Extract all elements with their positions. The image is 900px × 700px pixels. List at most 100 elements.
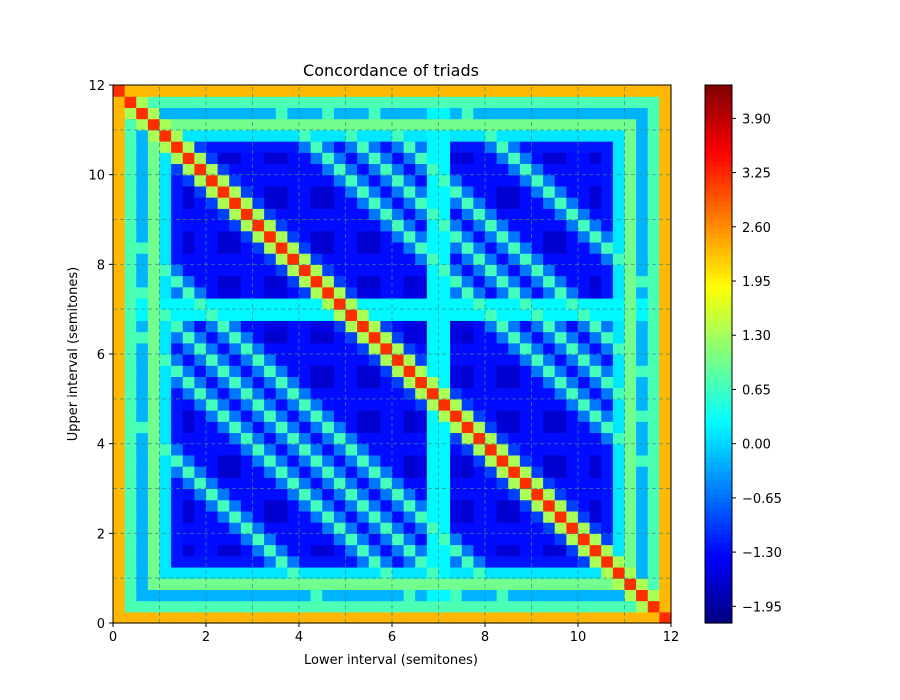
heatmap-cell	[217, 253, 230, 265]
heatmap-cell	[171, 331, 184, 344]
y-tick-label: 12	[88, 79, 105, 94]
heatmap-cell	[380, 320, 393, 333]
heatmap-cell	[206, 309, 219, 321]
heatmap-cell	[275, 443, 288, 456]
heatmap-cell	[159, 477, 172, 490]
heatmap-cell	[392, 421, 405, 434]
colorbar-segment	[705, 170, 732, 176]
heatmap-cell	[647, 96, 660, 109]
heatmap-cell	[392, 578, 405, 590]
heatmap-cell	[182, 118, 195, 131]
heatmap-cell	[380, 286, 393, 299]
heatmap-cell	[647, 275, 660, 288]
heatmap-cell	[194, 510, 207, 523]
heatmap-cell	[543, 297, 556, 310]
heatmap-cell	[601, 253, 614, 265]
heatmap-cell	[450, 578, 463, 590]
colorbar-segment	[705, 309, 732, 315]
heatmap-cell	[113, 286, 126, 299]
heatmap-cell	[589, 387, 602, 400]
heatmap-cell	[403, 297, 416, 310]
heatmap-cell	[206, 275, 219, 288]
heatmap-cell	[287, 488, 300, 501]
heatmap-cell	[333, 309, 347, 321]
heatmap-cell	[240, 365, 254, 378]
colorbar-segment	[705, 582, 732, 588]
heatmap-cell	[124, 241, 137, 254]
heatmap-cell	[147, 410, 161, 422]
heatmap-cell	[368, 477, 381, 490]
heatmap-cell	[496, 466, 509, 478]
heatmap-cell	[113, 275, 126, 288]
heatmap-cell	[287, 275, 300, 288]
heatmap-cell	[194, 107, 207, 120]
heatmap-cell	[322, 589, 335, 602]
heatmap-cell	[310, 533, 323, 546]
heatmap-cell	[299, 141, 312, 153]
heatmap-cell	[450, 499, 463, 512]
heatmap-cell	[333, 297, 347, 310]
heatmap-cell	[368, 163, 381, 176]
heatmap-cell	[647, 533, 660, 546]
heatmap-cell	[217, 208, 230, 221]
heatmap-cell	[206, 129, 219, 142]
heatmap-cell	[345, 432, 358, 445]
heatmap-cell	[461, 421, 474, 434]
heatmap-cell	[426, 174, 440, 187]
heatmap-cell	[147, 129, 161, 142]
heatmap-cell	[461, 342, 474, 355]
heatmap-cell	[624, 163, 637, 176]
heatmap-cell	[636, 522, 649, 534]
heatmap-cell	[229, 219, 242, 232]
heatmap-cell	[287, 376, 300, 389]
heatmap-cell	[589, 443, 602, 456]
colorbar-segment	[705, 286, 732, 292]
heatmap-cell	[368, 230, 381, 243]
heatmap-cell	[554, 566, 567, 579]
heatmap-cell	[601, 578, 614, 590]
heatmap-cell	[554, 286, 567, 299]
heatmap-cell	[333, 85, 347, 97]
heatmap-cell	[601, 331, 614, 344]
heatmap-cell	[113, 208, 126, 221]
colorbar-segment	[705, 197, 732, 203]
heatmap-cell	[426, 163, 440, 176]
heatmap-cell	[182, 85, 195, 97]
heatmap-cell	[287, 466, 300, 478]
heatmap-cell	[147, 141, 161, 153]
heatmap-cell	[496, 354, 509, 366]
heatmap-cell	[275, 85, 288, 97]
heatmap-cell	[299, 600, 312, 613]
heatmap-cell	[438, 264, 451, 277]
heatmap-cell	[229, 488, 242, 501]
heatmap-cell	[612, 466, 626, 478]
heatmap-cell	[601, 600, 614, 613]
heatmap-cell	[508, 230, 521, 243]
heatmap-cell	[624, 152, 637, 165]
heatmap-cell	[252, 600, 265, 613]
heatmap-cell	[554, 398, 567, 411]
heatmap-cell	[287, 398, 300, 411]
heatmap-cell	[124, 129, 137, 142]
heatmap-cell	[252, 544, 265, 557]
heatmap-cell	[438, 510, 451, 523]
heatmap-cell	[147, 421, 161, 434]
heatmap-cell	[240, 398, 254, 411]
heatmap-cell	[647, 421, 660, 434]
heatmap-cell	[206, 611, 219, 624]
heatmap-cell	[380, 611, 393, 624]
heatmap-cell	[345, 152, 358, 165]
heatmap-cell	[380, 275, 393, 288]
heatmap-cell	[310, 566, 323, 579]
heatmap-cell	[415, 230, 428, 243]
heatmap-cell	[438, 466, 451, 478]
heatmap-cell	[252, 566, 265, 579]
heatmap-cell	[554, 354, 567, 366]
heatmap-cell	[647, 578, 660, 590]
heatmap-cell	[322, 555, 335, 568]
heatmap-cell	[159, 118, 172, 131]
colorbar-segment	[705, 524, 732, 530]
heatmap-cell	[415, 454, 428, 467]
heatmap-cell	[461, 309, 474, 321]
colorbar-tick-label: 1.95	[742, 275, 771, 290]
